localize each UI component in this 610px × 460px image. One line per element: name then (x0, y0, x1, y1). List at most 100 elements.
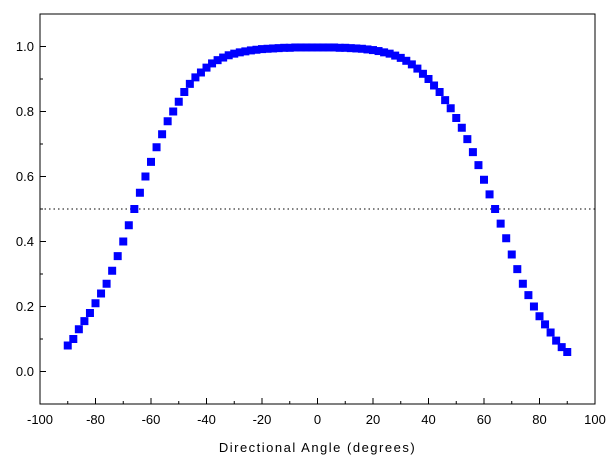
data-point (352, 44, 361, 53)
x-tick-label: -100 (27, 412, 53, 427)
data-point (263, 44, 272, 53)
data-point (97, 289, 106, 298)
x-tick-label: 40 (421, 412, 435, 427)
data-point (485, 190, 494, 199)
data-point (385, 49, 394, 58)
data-point (341, 43, 350, 52)
data-point (357, 44, 366, 53)
data-point (518, 279, 527, 288)
x-tick-label: 80 (532, 412, 546, 427)
y-tick-label: 0.6 (16, 169, 34, 184)
data-point (291, 43, 300, 52)
data-point (158, 130, 167, 139)
x-tick-label: -60 (142, 412, 161, 427)
y-tick-label: 0.8 (16, 104, 34, 119)
data-point (363, 45, 372, 54)
x-tick-label: -80 (86, 412, 105, 427)
data-point (147, 157, 155, 166)
data-point (102, 279, 111, 288)
data-point (546, 328, 555, 337)
data-point (108, 266, 117, 275)
data-point (463, 135, 472, 144)
data-point (113, 252, 122, 261)
data-point (407, 60, 416, 69)
x-tick-label: 60 (477, 412, 491, 427)
x-axis-tick-labels: -100 -80 -60 -40 -20 0 20 40 60 80 100 (27, 412, 606, 427)
data-point (180, 88, 189, 96)
data-point (69, 335, 78, 343)
data-point (130, 205, 139, 213)
data-point (369, 46, 377, 55)
x-tick-label: 100 (584, 412, 606, 427)
data-point (163, 117, 172, 126)
data-point (441, 96, 450, 105)
data-point (513, 265, 522, 274)
data-point (507, 250, 516, 259)
data-point (196, 68, 205, 77)
data-point (224, 51, 233, 60)
data-point (535, 312, 544, 321)
x-tick-label: 0 (314, 412, 321, 427)
data-point (135, 188, 144, 197)
data-point (502, 234, 511, 243)
data-point (307, 43, 316, 52)
data-point (241, 47, 250, 56)
data-point (452, 114, 461, 122)
data-point (552, 336, 561, 345)
data-point (63, 341, 72, 350)
data-point (413, 64, 422, 73)
plot-frame (39, 13, 596, 405)
data-point (230, 49, 239, 58)
data-point (335, 43, 344, 52)
y-tick-label: 0.2 (16, 299, 34, 314)
data-point (496, 219, 505, 228)
data-point (313, 43, 322, 52)
data-point (474, 161, 483, 170)
y-tick-label: 1.0 (16, 39, 34, 54)
data-point (529, 302, 538, 311)
data-point (274, 44, 283, 53)
data-point (524, 291, 533, 300)
data-point (258, 45, 266, 54)
data-point (435, 88, 444, 96)
data-point (74, 325, 83, 334)
x-axis-ticks (39, 398, 596, 404)
data-point (396, 53, 405, 62)
data-point (246, 46, 255, 55)
data-point (346, 44, 355, 53)
data-point (468, 148, 477, 157)
data-point (169, 107, 178, 116)
data-point (319, 43, 328, 52)
data-point (541, 320, 550, 329)
data-point (174, 97, 183, 106)
data-point (85, 309, 94, 317)
data-point (557, 343, 566, 352)
data-point (141, 172, 150, 181)
data-point (424, 75, 433, 83)
data-point (185, 79, 194, 88)
data-point (124, 221, 133, 230)
data-point (480, 175, 488, 184)
data-point (402, 56, 411, 65)
data-point (152, 143, 161, 152)
data-point (330, 43, 339, 52)
y-axis-ticks (40, 46, 46, 405)
y-tick-label: 0.4 (16, 234, 34, 249)
data-point (119, 237, 128, 246)
data-point (563, 348, 572, 356)
data-points (63, 43, 572, 356)
data-point (269, 44, 278, 53)
data-point (296, 43, 305, 52)
y-axis-tick-labels: 0.0 0.2 0.4 0.6 0.8 1.0 (16, 39, 34, 379)
data-point (491, 205, 500, 213)
data-point (324, 43, 333, 52)
x-tick-label: -40 (197, 412, 216, 427)
data-point (208, 59, 217, 68)
data-point (285, 43, 294, 52)
data-point (391, 51, 400, 60)
data-point (380, 48, 389, 57)
data-point (280, 43, 289, 52)
data-point (219, 53, 228, 62)
data-point (191, 73, 200, 82)
